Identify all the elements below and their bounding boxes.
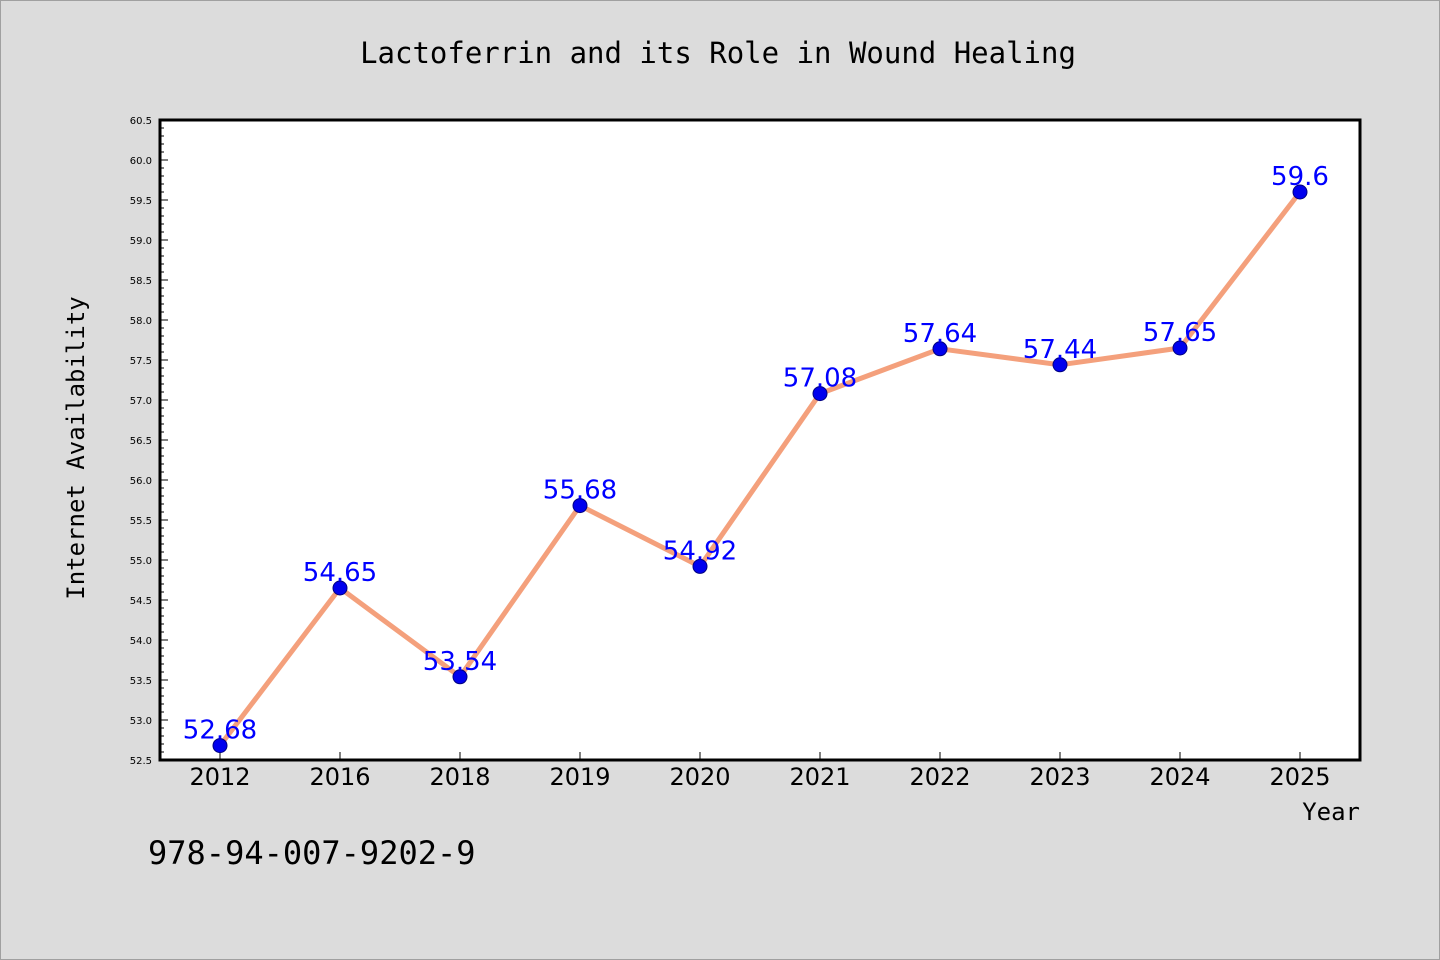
data-label: 55.68 <box>543 476 617 506</box>
data-point <box>692 558 708 574</box>
y-tick-label: 57.0 <box>130 396 152 407</box>
y-tick-label: 53.0 <box>130 716 152 727</box>
y-axis-ticks: 52.5 53.0 53.5 54.0 54.5 55.0 55.5 56.0 56.5 57.0… <box>130 116 168 767</box>
data-label: 52.68 <box>183 716 257 746</box>
x-tick-label: 2022 <box>909 763 970 791</box>
data-label: 57.44 <box>1023 335 1097 365</box>
y-tick-label: 55.0 <box>130 556 152 567</box>
data-label: 57.64 <box>903 319 977 349</box>
data-point <box>572 498 588 514</box>
y-axis-label: Internet Availability <box>62 296 90 599</box>
y-tick-label: 54.5 <box>130 596 152 607</box>
data-label: 57.08 <box>783 364 857 394</box>
x-tick-label: 2018 <box>429 763 490 791</box>
data-point <box>1172 340 1188 356</box>
x-tick-label: 2025 <box>1269 763 1330 791</box>
y-tick-label: 60.0 <box>130 156 152 167</box>
data-label: 57.65 <box>1143 318 1217 348</box>
data-points <box>212 184 1308 754</box>
chart-title: Lactoferrin and its Role in Wound Healin… <box>360 36 1076 70</box>
y-tick-label: 60.5 <box>130 116 152 127</box>
x-tick-label: 2020 <box>669 763 730 791</box>
x-tick-label: 2012 <box>189 763 250 791</box>
x-tick-label: 2019 <box>549 763 610 791</box>
data-point <box>212 738 228 754</box>
x-tick-label: 2023 <box>1029 763 1090 791</box>
data-point <box>452 669 468 685</box>
isbn-code: 978-94-007-9202-9 <box>148 834 476 872</box>
data-label: 53.54 <box>423 647 497 677</box>
y-tick-label: 53.5 <box>130 676 152 687</box>
y-tick-label: 54.0 <box>130 636 152 647</box>
data-point <box>812 386 828 402</box>
data-label: 54.92 <box>663 536 737 566</box>
data-label: 59.6 <box>1271 162 1329 192</box>
y-tick-label: 59.5 <box>130 196 152 207</box>
data-point <box>932 341 948 357</box>
x-tick-label: 2021 <box>789 763 850 791</box>
x-axis-ticks: 2012 2016 2018 2019 2020 2021 2022 2023 2024 2025 <box>189 752 1331 791</box>
data-point <box>332 580 348 596</box>
y-tick-label: 58.0 <box>130 316 152 327</box>
y-tick-label: 55.5 <box>130 516 152 527</box>
data-labels: 52.68 54.65 53.54 55.68 54.92 57.08 57.64 57.44… <box>183 162 1329 746</box>
y-tick-label: 59.0 <box>130 236 152 247</box>
x-axis-label: Year <box>1302 798 1360 826</box>
plot-area <box>158 118 1362 762</box>
x-tick-label: 2024 <box>1149 763 1210 791</box>
y-tick-label: 57.5 <box>130 356 152 367</box>
y-tick-label: 52.5 <box>130 756 152 767</box>
y-tick-label: 56.5 <box>130 436 152 447</box>
data-point <box>1292 184 1308 200</box>
x-tick-label: 2016 <box>309 763 370 791</box>
series-line <box>217 189 1303 749</box>
y-tick-label: 58.5 <box>130 276 152 287</box>
y-tick-label: 56.0 <box>130 476 152 487</box>
data-label: 54.65 <box>303 558 377 588</box>
data-point <box>1052 357 1068 373</box>
